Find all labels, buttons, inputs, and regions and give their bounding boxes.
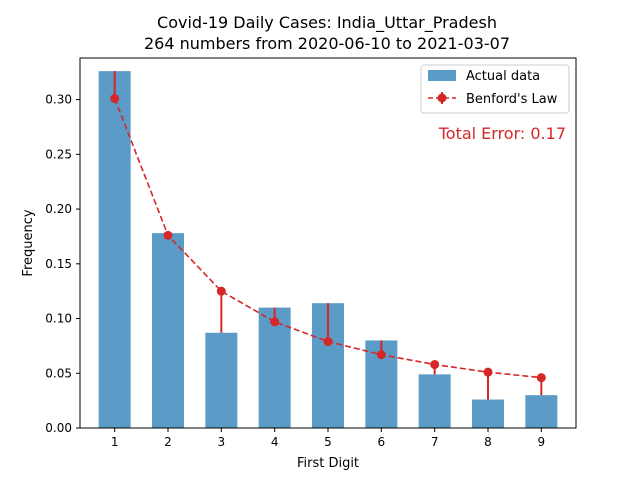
bar-digit-8 <box>472 399 504 428</box>
x-tick-label-7: 7 <box>431 435 439 449</box>
bar-digit-3 <box>205 332 238 428</box>
y-axis-label: Frequency <box>21 209 36 276</box>
legend-label-benford: Benford's Law <box>466 92 558 107</box>
legend-label-actual: Actual data <box>466 69 540 84</box>
x-tick-label-8: 8 <box>484 435 492 449</box>
benford-point-digit-3 <box>216 286 226 296</box>
x-tick-label-2: 2 <box>164 435 172 449</box>
benford-point-digit-2 <box>163 230 173 240</box>
benford-point-digit-6 <box>376 350 386 360</box>
x-tick-label-4: 4 <box>271 435 279 449</box>
legend: Actual data Benford's Law <box>420 64 570 114</box>
benford-point-digit-8 <box>483 367 493 377</box>
benford-point-digit-1 <box>110 94 120 104</box>
plot-area: 1 2 3 4 5 6 7 8 9 0.00 0.05 0.10 0.15 0.20 0.25 0.30 <box>45 71 558 449</box>
y-tick-label-6: 0.30 <box>45 93 72 107</box>
y-tick-label-4: 0.20 <box>45 202 72 216</box>
total-error-annotation: Total Error: 0.17 <box>438 124 566 143</box>
bar-digit-7 <box>418 374 451 428</box>
bar-digit-9 <box>525 395 558 428</box>
benford-point-digit-9 <box>536 373 546 383</box>
benford-point-digit-4 <box>270 317 280 327</box>
legend-swatch-actual <box>428 70 456 81</box>
y-tick-label-5: 0.25 <box>45 147 72 161</box>
legend-marker-benford <box>437 93 447 103</box>
bar-digit-4 <box>258 307 291 428</box>
y-tick-label-0: 0.00 <box>45 421 72 435</box>
x-tick-label-1: 1 <box>111 435 119 449</box>
x-tick-label-5: 5 <box>324 435 332 449</box>
axes-frame <box>79 57 577 429</box>
x-tick-label-9: 9 <box>538 435 546 449</box>
x-tick-label-3: 3 <box>218 435 226 449</box>
y-tick-label-2: 0.10 <box>45 312 72 326</box>
x-tick-label-6: 6 <box>378 435 386 449</box>
benford-point-digit-5 <box>323 337 333 347</box>
y-tick-label-3: 0.15 <box>45 257 72 271</box>
benford-point-digit-7 <box>430 360 440 370</box>
x-axis-label: First Digit <box>297 456 359 471</box>
bar-digit-1 <box>98 71 131 428</box>
bar-digit-2 <box>152 233 184 428</box>
y-tick-label-1: 0.05 <box>45 366 72 380</box>
chart-title-line1: Covid-19 Daily Cases: India_Uttar_Prades… <box>157 13 497 33</box>
chart-title-line2: 264 numbers from 2020-06-10 to 2021-03-0… <box>144 34 510 53</box>
legend-box <box>420 64 570 114</box>
